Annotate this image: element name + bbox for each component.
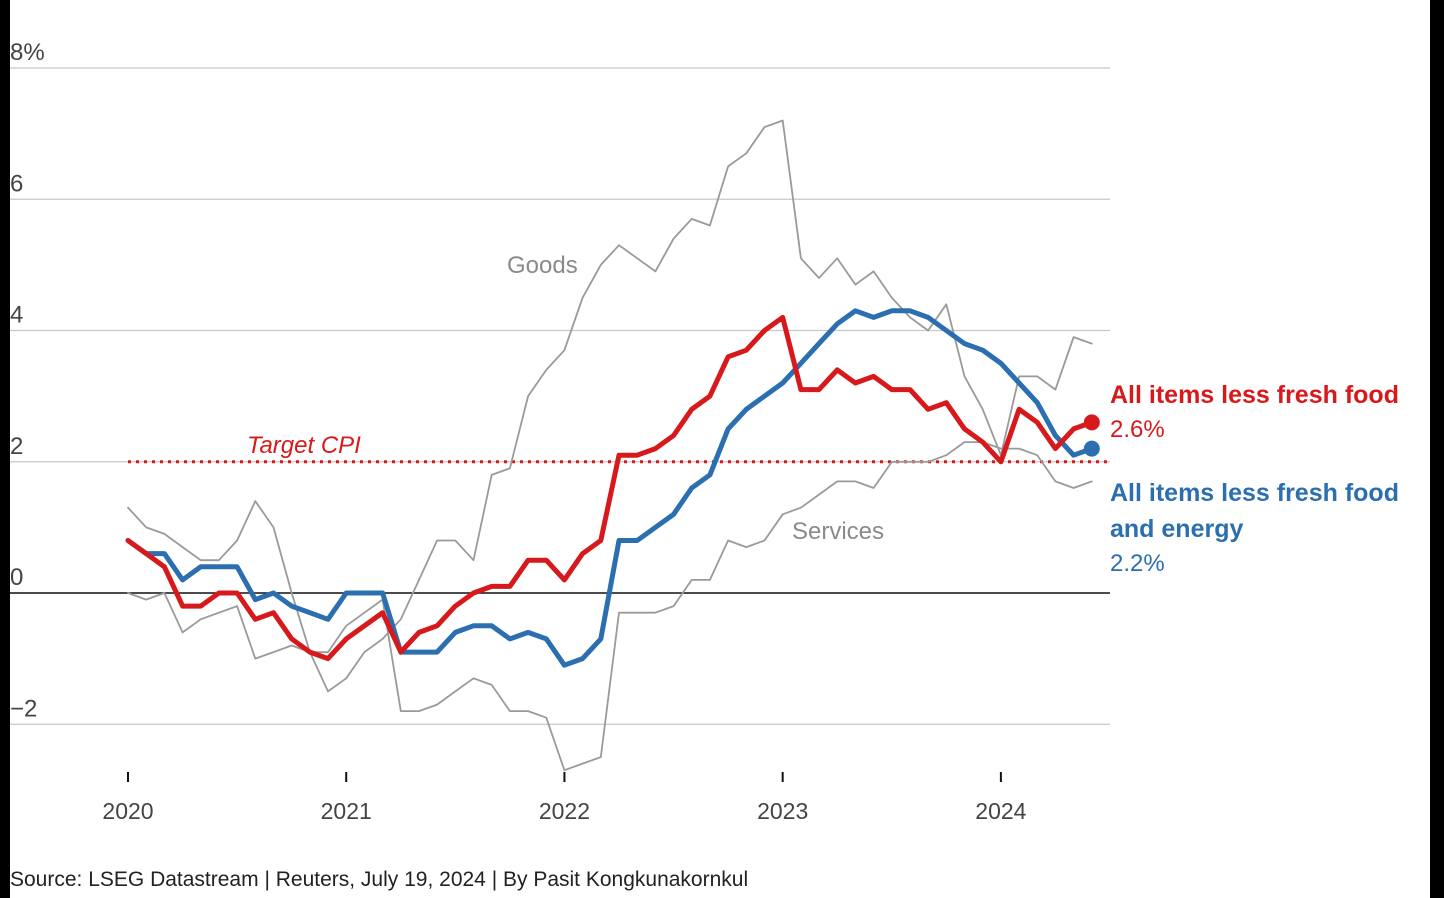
legend-red-value: 2.6% xyxy=(1110,416,1165,443)
goods-label: Goods xyxy=(507,252,578,279)
legend-red-title: All items less fresh food xyxy=(1110,381,1399,409)
source-note: Source: LSEG Datastream | Reuters, July … xyxy=(10,868,749,891)
legend-blue-value: 2.2% xyxy=(1110,550,1165,577)
series-annotations: Goods Services All items less fresh food… xyxy=(507,252,1399,577)
series-line-goods xyxy=(127,119,1093,693)
legend-blue-title-line1: All items less fresh food xyxy=(1110,479,1399,507)
x-tick-label: 2024 xyxy=(975,798,1026,824)
x-axis: 2020 2021 2022 2023 2024 xyxy=(102,772,1027,824)
y-tick-label: 2 xyxy=(10,433,23,460)
y-tick-label: 4 xyxy=(10,302,23,329)
x-tick-label: 2022 xyxy=(539,798,590,824)
x-tick-label: 2023 xyxy=(757,798,808,824)
series-line-less-fresh-food xyxy=(125,314,1095,662)
legend-blue-title-line2: and energy xyxy=(1110,515,1243,543)
y-tick-label: −2 xyxy=(10,695,37,722)
services-label: Services xyxy=(792,518,884,545)
series-lines xyxy=(125,119,1100,772)
gridlines xyxy=(10,67,1110,725)
endpoint-red xyxy=(1083,414,1100,431)
line-chart: 8% 6 4 2 0 −2 2020 2021 2022 2023 2024 Target CPI… xyxy=(10,39,1399,824)
x-tick-label: 2020 xyxy=(102,798,153,824)
y-axis: 8% 6 4 2 0 −2 xyxy=(10,39,45,722)
chart-frame: 8% 6 4 2 0 −2 2020 2021 2022 2023 2024 Target CPI… xyxy=(10,0,1430,898)
endpoint-blue xyxy=(1083,440,1100,457)
y-tick-label: 6 xyxy=(10,170,23,197)
series-line-less-fresh-food-energy xyxy=(125,308,1095,668)
y-tick-label: 8% xyxy=(10,39,45,66)
y-tick-label: 0 xyxy=(10,564,23,591)
target-cpi-label: Target CPI xyxy=(247,432,361,459)
x-tick-label: 2021 xyxy=(321,798,372,824)
series-line-services xyxy=(127,441,1093,772)
